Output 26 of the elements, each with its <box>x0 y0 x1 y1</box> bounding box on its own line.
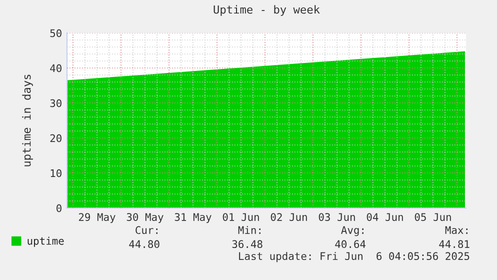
legend-label: uptime <box>28 236 64 247</box>
text: Max: <box>445 226 468 234</box>
y-tick-label: 0 <box>56 204 62 212</box>
text: 44.81 <box>439 240 470 248</box>
x-tick-label: 03 Jun <box>318 213 355 221</box>
x-tick-label: 01 Jun <box>222 213 259 221</box>
text: Avg: <box>341 226 364 236</box>
text: Last update: Fri Jun 6 04:05:56 2025 <box>239 252 470 262</box>
text: Cur: <box>136 226 158 234</box>
x-tick-label: 30 May <box>126 213 164 223</box>
x-tick-label: 05 Jun <box>414 213 451 221</box>
chart-title: Uptime - by week <box>214 5 320 16</box>
text: 36.48 <box>232 240 262 248</box>
y-tick-label: 30 <box>50 99 62 108</box>
y-axis-title: uptime in days <box>22 74 33 166</box>
y-tick-label: 50 <box>50 29 62 38</box>
y-tick-label: 20 <box>50 134 62 142</box>
y-tick-label: 10 <box>50 169 62 178</box>
text: Min: <box>238 226 260 234</box>
y-tick-label: 40 <box>50 64 62 72</box>
text: 40.64 <box>335 240 366 248</box>
text: 44.80 <box>129 240 160 248</box>
x-tick-label: 29 May <box>78 213 116 223</box>
x-tick-label: 02 Jun <box>270 213 307 221</box>
x-tick-label: 31 May <box>174 213 212 223</box>
x-tick-label: 04 Jun <box>366 213 403 221</box>
